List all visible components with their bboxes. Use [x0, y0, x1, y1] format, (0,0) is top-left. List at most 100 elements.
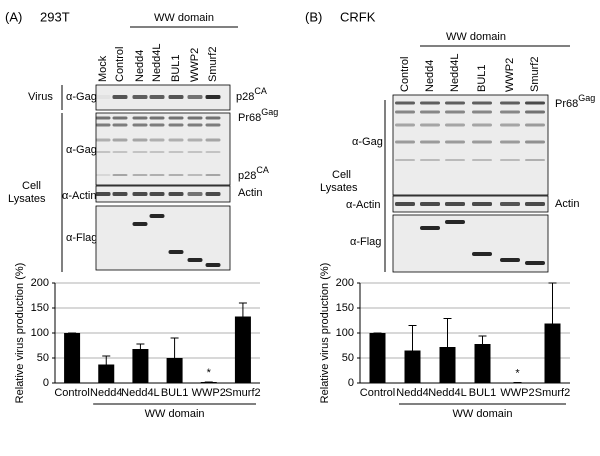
lane-label: BUL1	[476, 64, 488, 92]
blot	[392, 94, 549, 196]
lane-label: Smurf2	[207, 47, 219, 82]
band	[500, 159, 520, 161]
band	[525, 202, 545, 206]
x-tick-label: Smurf2	[535, 387, 570, 399]
band	[472, 110, 492, 114]
x-tick-label: WWP2	[500, 387, 534, 399]
band	[205, 95, 221, 99]
band	[149, 192, 165, 196]
band	[395, 110, 415, 114]
band	[500, 202, 520, 206]
blot	[392, 214, 549, 273]
band	[205, 123, 221, 127]
x-tick-label: Smurf2	[225, 387, 260, 399]
band	[132, 116, 148, 120]
band	[420, 140, 440, 144]
y-tick-label: 200	[336, 277, 354, 289]
x-tick-label: Nedd4L	[428, 387, 467, 399]
y-tick-label: 100	[31, 327, 49, 339]
error-bar	[478, 335, 487, 344]
band	[187, 116, 203, 120]
x-tick-label: BUL1	[469, 387, 497, 399]
band-label: Pr68Gag	[238, 107, 278, 124]
band	[187, 258, 203, 262]
row-label: α-Actin	[62, 190, 96, 202]
band	[472, 123, 492, 127]
panel-label: (A)	[5, 9, 22, 24]
band	[525, 140, 545, 144]
bar	[132, 349, 149, 383]
band	[472, 202, 492, 206]
band	[395, 123, 415, 127]
y-tick-label: 200	[31, 277, 49, 289]
band	[525, 110, 545, 114]
bar	[439, 347, 456, 383]
band	[187, 123, 203, 127]
band-label: Pr68Gag	[555, 93, 595, 110]
bar	[64, 333, 81, 383]
band	[187, 151, 203, 153]
lane-label: Nedd4	[424, 60, 436, 92]
bar	[98, 364, 115, 383]
band	[420, 226, 440, 230]
band	[445, 110, 465, 114]
error-bar	[238, 302, 247, 317]
band	[420, 159, 440, 161]
row-label-line: Cell	[332, 169, 351, 181]
band	[395, 202, 415, 206]
band-label: p28CA	[236, 86, 267, 103]
blot	[392, 195, 549, 213]
lane-label: Nedd4L	[151, 43, 163, 82]
bar	[369, 333, 386, 383]
band	[525, 261, 545, 265]
band	[132, 192, 148, 196]
row-label: α-Gag	[66, 91, 97, 103]
lane-label: Control	[114, 47, 126, 82]
band	[95, 192, 111, 196]
band	[112, 123, 128, 127]
band	[187, 95, 203, 99]
band	[205, 174, 221, 176]
y-tick-label: 0	[348, 377, 354, 389]
cell-line: CRFK	[340, 9, 376, 24]
bar	[544, 323, 561, 383]
row-label: α-Flag	[66, 232, 97, 244]
band	[149, 214, 165, 218]
row-label: Virus	[28, 91, 53, 103]
x-tick-label: Nedd4	[90, 387, 122, 399]
row-label: Cell Lysates	[8, 180, 46, 205]
band	[168, 174, 184, 176]
bar	[474, 344, 491, 383]
band	[132, 138, 148, 142]
band	[112, 192, 128, 196]
bar	[404, 350, 421, 383]
band-sup: Gag	[261, 107, 278, 117]
lane-label: Control	[399, 57, 411, 92]
band	[187, 138, 203, 142]
x-axis-label: WW domain	[145, 408, 205, 420]
band	[472, 140, 492, 144]
row-label-line: Lysates	[320, 182, 358, 194]
band-name: Pr68	[555, 98, 578, 110]
band	[112, 151, 128, 153]
band	[95, 123, 111, 127]
band	[395, 140, 415, 144]
band	[445, 123, 465, 127]
band	[472, 101, 492, 105]
error-bar	[170, 337, 179, 358]
x-tick-label: Nedd4L	[121, 387, 160, 399]
band	[112, 138, 128, 142]
row-label: α-Gag	[352, 136, 383, 148]
band	[95, 151, 111, 153]
band-name: p28	[236, 91, 254, 103]
band	[395, 101, 415, 105]
band	[168, 250, 184, 254]
band	[168, 138, 184, 142]
y-axis-label: Relative virus production (%)	[14, 263, 26, 404]
band	[132, 123, 148, 127]
row-label: α-Gag	[66, 144, 97, 156]
lane-label: Mock	[97, 55, 109, 82]
band	[395, 159, 415, 161]
band-label: Actin	[238, 187, 262, 199]
